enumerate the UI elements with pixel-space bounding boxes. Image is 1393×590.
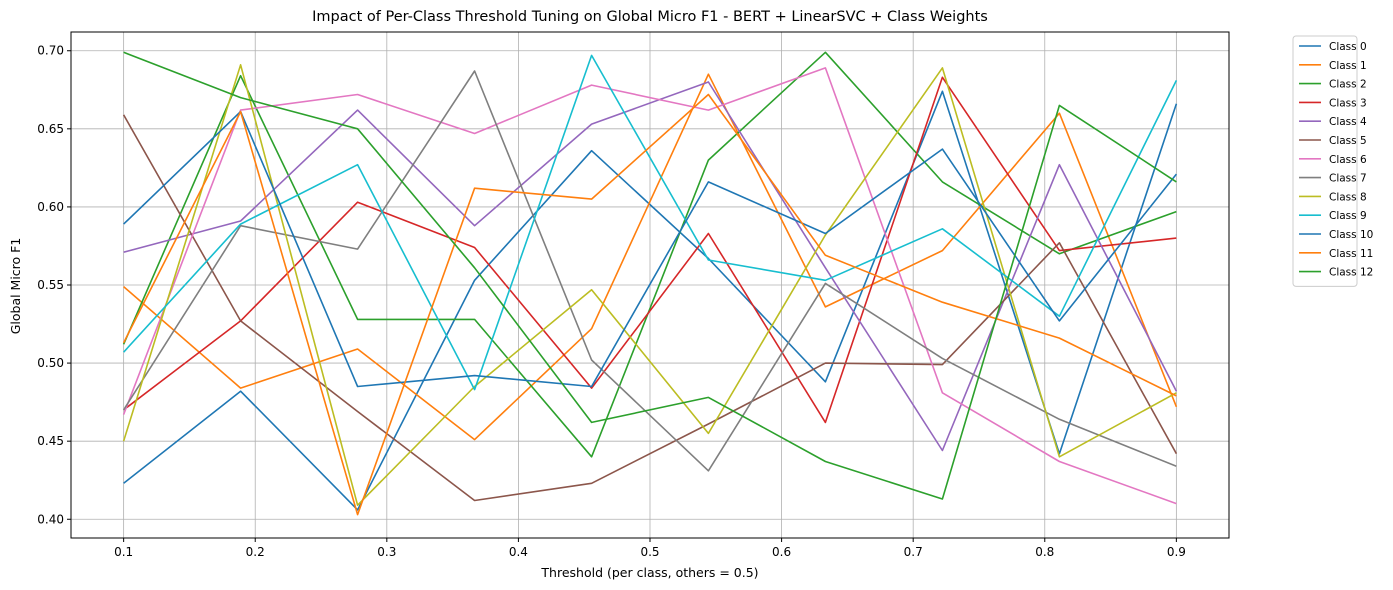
x-tick-label: 0.3: [377, 545, 396, 559]
y-tick-label: 0.40: [37, 512, 64, 526]
series-layer: [122, 51, 1178, 516]
series-line-class-11: [122, 93, 1177, 516]
legend-label: Class 6: [1329, 154, 1367, 166]
legend-label: Class 3: [1329, 97, 1367, 109]
x-tick-label: 0.2: [246, 545, 265, 559]
x-axis-label: Threshold (per class, others = 0.5): [540, 565, 758, 580]
series-line-class-12: [123, 51, 1177, 500]
series-line-class-10: [123, 110, 1178, 388]
series-line-class-7: [122, 70, 1177, 472]
legend-label: Class 9: [1329, 210, 1367, 222]
series-line-class-9: [123, 54, 1178, 391]
y-tick-label: 0.50: [37, 356, 64, 370]
legend-label: Class 1: [1329, 60, 1367, 72]
y-axis-label: Global Micro F1: [8, 238, 23, 335]
legend: Class 0 Class 1 Class 2 Class 3 Class 4 Class…: [1292, 35, 1373, 287]
legend-frame: [1292, 35, 1358, 287]
plot-frame: [70, 31, 1230, 539]
series-line-class-8: [122, 64, 1177, 507]
legend-label: Class 12: [1329, 267, 1373, 279]
x-tick-label: 0.7: [904, 545, 923, 559]
x-tick-label: 0.5: [640, 545, 659, 559]
series-line-class-3: [123, 76, 1177, 424]
legend-label: Class 2: [1329, 79, 1367, 91]
legend-label: Class 7: [1329, 173, 1367, 185]
x-tick-label: 0.4: [509, 545, 528, 559]
y-tick-label: 0.45: [37, 434, 64, 448]
legend-label: Class 11: [1329, 248, 1373, 260]
legend-label: Class 0: [1329, 41, 1367, 53]
y-tick-label: 0.60: [37, 200, 64, 214]
legend-label: Class 10: [1329, 229, 1373, 241]
series-line-class-4: [123, 81, 1178, 452]
series-line-class-6: [122, 67, 1177, 505]
legend-label: Class 5: [1329, 135, 1367, 147]
chart-title: Impact of Per-Class Threshold Tuning on …: [312, 9, 988, 25]
y-tick-label: 0.70: [37, 44, 64, 58]
y-tick-label: 0.55: [37, 278, 64, 292]
x-tick-label: 0.9: [1167, 545, 1186, 559]
x-tick-label: 0.6: [772, 545, 791, 559]
legend-label: Class 8: [1329, 191, 1367, 203]
series-line-class-2: [122, 51, 1177, 458]
x-tick-label: 0.8: [1035, 545, 1054, 559]
series-line-class-1: [123, 73, 1178, 441]
y-tick-label: 0.65: [37, 122, 64, 136]
legend-label: Class 4: [1329, 116, 1367, 128]
x-tick-label: 0.1: [114, 545, 133, 559]
axes-layer: 0.1 0.2 0.3 0.4 0.5 0.6 0.7 0.8 0.9 0.40 0.45 0.50 0…: [37, 31, 1230, 559]
